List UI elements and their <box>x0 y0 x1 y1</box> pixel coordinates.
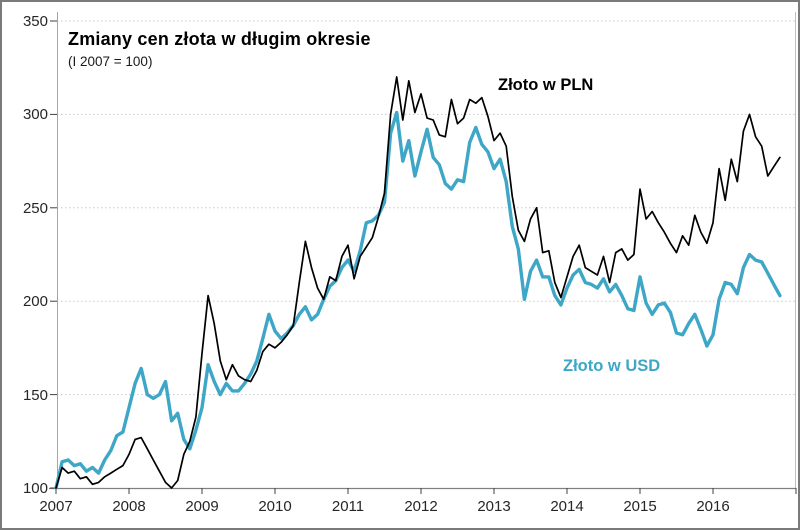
x-tick-label: 2008 <box>112 498 146 515</box>
x-tick-label: 2007 <box>39 498 73 515</box>
chart-title: Zmiany cen złota w długim okresie <box>68 29 371 49</box>
x-tick-label: 2011 <box>331 498 365 515</box>
series-label-usd: Złoto w USD <box>563 357 661 375</box>
x-tick-label: 2012 <box>404 498 438 515</box>
chart-subtitle: (I 2007 = 100) <box>68 54 153 69</box>
y-tick-label: 150 <box>22 386 48 404</box>
x-tick-label: 2016 <box>696 498 730 515</box>
x-tick-label: 2013 <box>477 498 511 515</box>
x-tick-label: 2014 <box>550 498 584 515</box>
x-tick-label: 2015 <box>623 498 657 515</box>
y-tick-label: 200 <box>22 293 48 311</box>
y-tick-label: 100 <box>22 480 48 497</box>
y-tick-label: 350 <box>22 13 48 30</box>
x-tick-label: 2010 <box>258 498 292 515</box>
x-tick-label: 2009 <box>185 498 219 515</box>
y-tick-label: 250 <box>22 199 48 217</box>
series-label-pln: Złoto w PLN <box>498 76 594 94</box>
y-tick-label: 300 <box>22 106 48 124</box>
